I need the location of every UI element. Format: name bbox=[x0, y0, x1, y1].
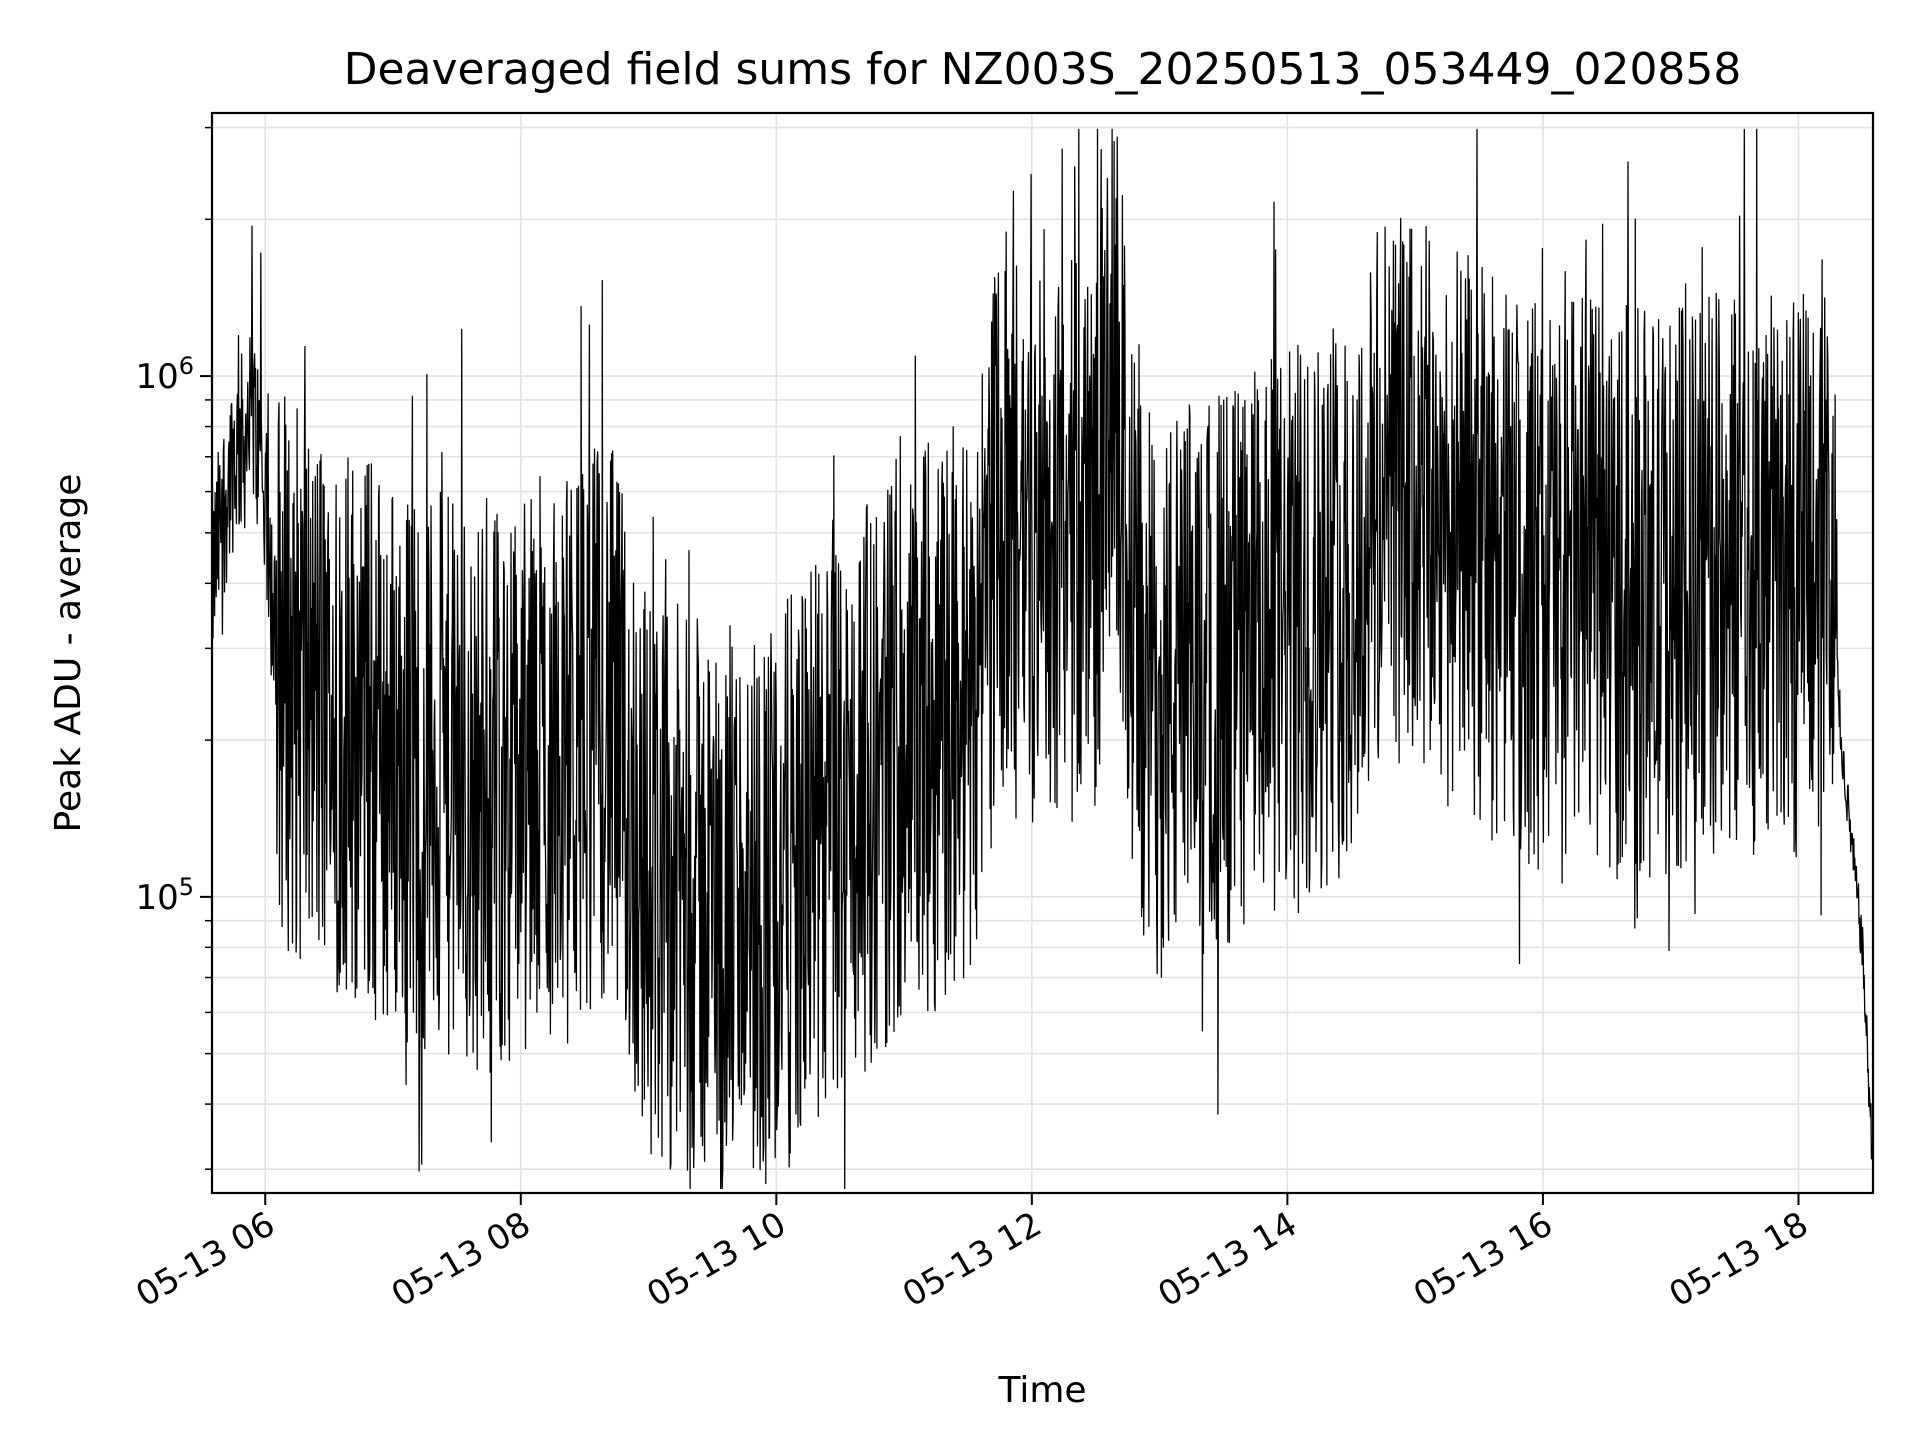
y-tick-label: 106 bbox=[135, 352, 194, 397]
series-line bbox=[211, 128, 1874, 1190]
y-tick-label: 105 bbox=[135, 873, 194, 918]
plot-area bbox=[211, 128, 1874, 1190]
y-axis-label: Peak ADU - average bbox=[48, 474, 89, 833]
y-axis: 105 106 bbox=[135, 126, 212, 1170]
axes-frame bbox=[210, 111, 1875, 1195]
chart-title: Deaveraged field sums for NZ003S_2025051… bbox=[344, 44, 1742, 95]
x-axis-label: Time bbox=[997, 1370, 1086, 1411]
